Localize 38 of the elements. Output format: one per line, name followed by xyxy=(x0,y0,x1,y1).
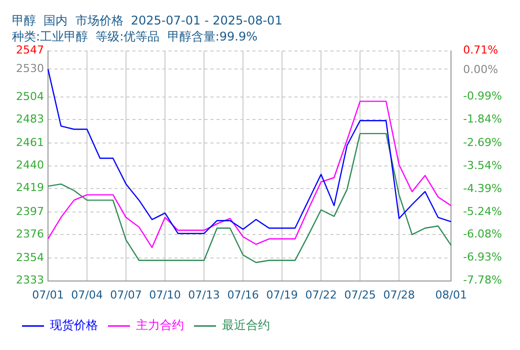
y2-tick-label: 0.00% xyxy=(463,62,498,76)
x-tick-label: 07/07 xyxy=(110,288,142,302)
y2-tick-label: -2.69% xyxy=(463,136,502,149)
chart-title: 甲醇 国内 市场价格 2025-07-01 - 2025-08-01 xyxy=(12,13,282,28)
y2-tick-label: -0.99% xyxy=(463,90,502,103)
y2-tick-label: -1.84% xyxy=(463,112,502,126)
legend-label: 现货价格 xyxy=(50,318,98,332)
x-tick-label: 07/10 xyxy=(149,288,181,302)
y2-tick-label: 0.71% xyxy=(463,44,498,57)
y2-tick-label: -4.39% xyxy=(463,182,502,195)
y-tick-label: 2354 xyxy=(16,251,44,264)
y-tick-label: 2530 xyxy=(16,62,44,75)
x-tick-label: 07/19 xyxy=(266,288,298,302)
y-tick-label: 2333 xyxy=(16,274,44,287)
x-tick-label: 07/13 xyxy=(188,288,220,302)
x-tick-label: 07/22 xyxy=(305,288,337,302)
y2-tick-label: -6.08% xyxy=(463,228,502,241)
x-tick-label: 08/01 xyxy=(435,288,467,302)
y2-tick-label: -5.24% xyxy=(463,204,502,218)
legend-label: 主力合约 xyxy=(136,318,184,332)
y2-tick-label: -7.78% xyxy=(463,274,502,287)
x-tick-label: 07/16 xyxy=(227,288,259,302)
y-tick-label: 2397 xyxy=(16,204,44,218)
y2-tick-label: -6.93% xyxy=(463,250,502,264)
y2-tick-label: -3.54% xyxy=(463,158,502,172)
y-tick-label: 2440 xyxy=(16,158,44,172)
y-tick-label: 2483 xyxy=(16,112,44,126)
x-tick-label: 07/28 xyxy=(383,288,415,302)
x-tick-label: 07/04 xyxy=(71,288,103,302)
y-tick-label: 2419 xyxy=(16,181,44,194)
y-tick-label: 2504 xyxy=(16,90,44,103)
chart-subtitle: 种类:工业甲醇 等级:优等品 甲醇含量:99.9% xyxy=(12,30,258,44)
y-tick-label: 2461 xyxy=(16,136,44,150)
x-tick-label: 07/25 xyxy=(344,288,376,302)
legend-label: 最近合约 xyxy=(222,318,270,332)
y-tick-label: 2547 xyxy=(16,44,44,57)
y-tick-label: 2376 xyxy=(16,227,44,240)
x-tick-label: 07/01 xyxy=(32,288,64,302)
